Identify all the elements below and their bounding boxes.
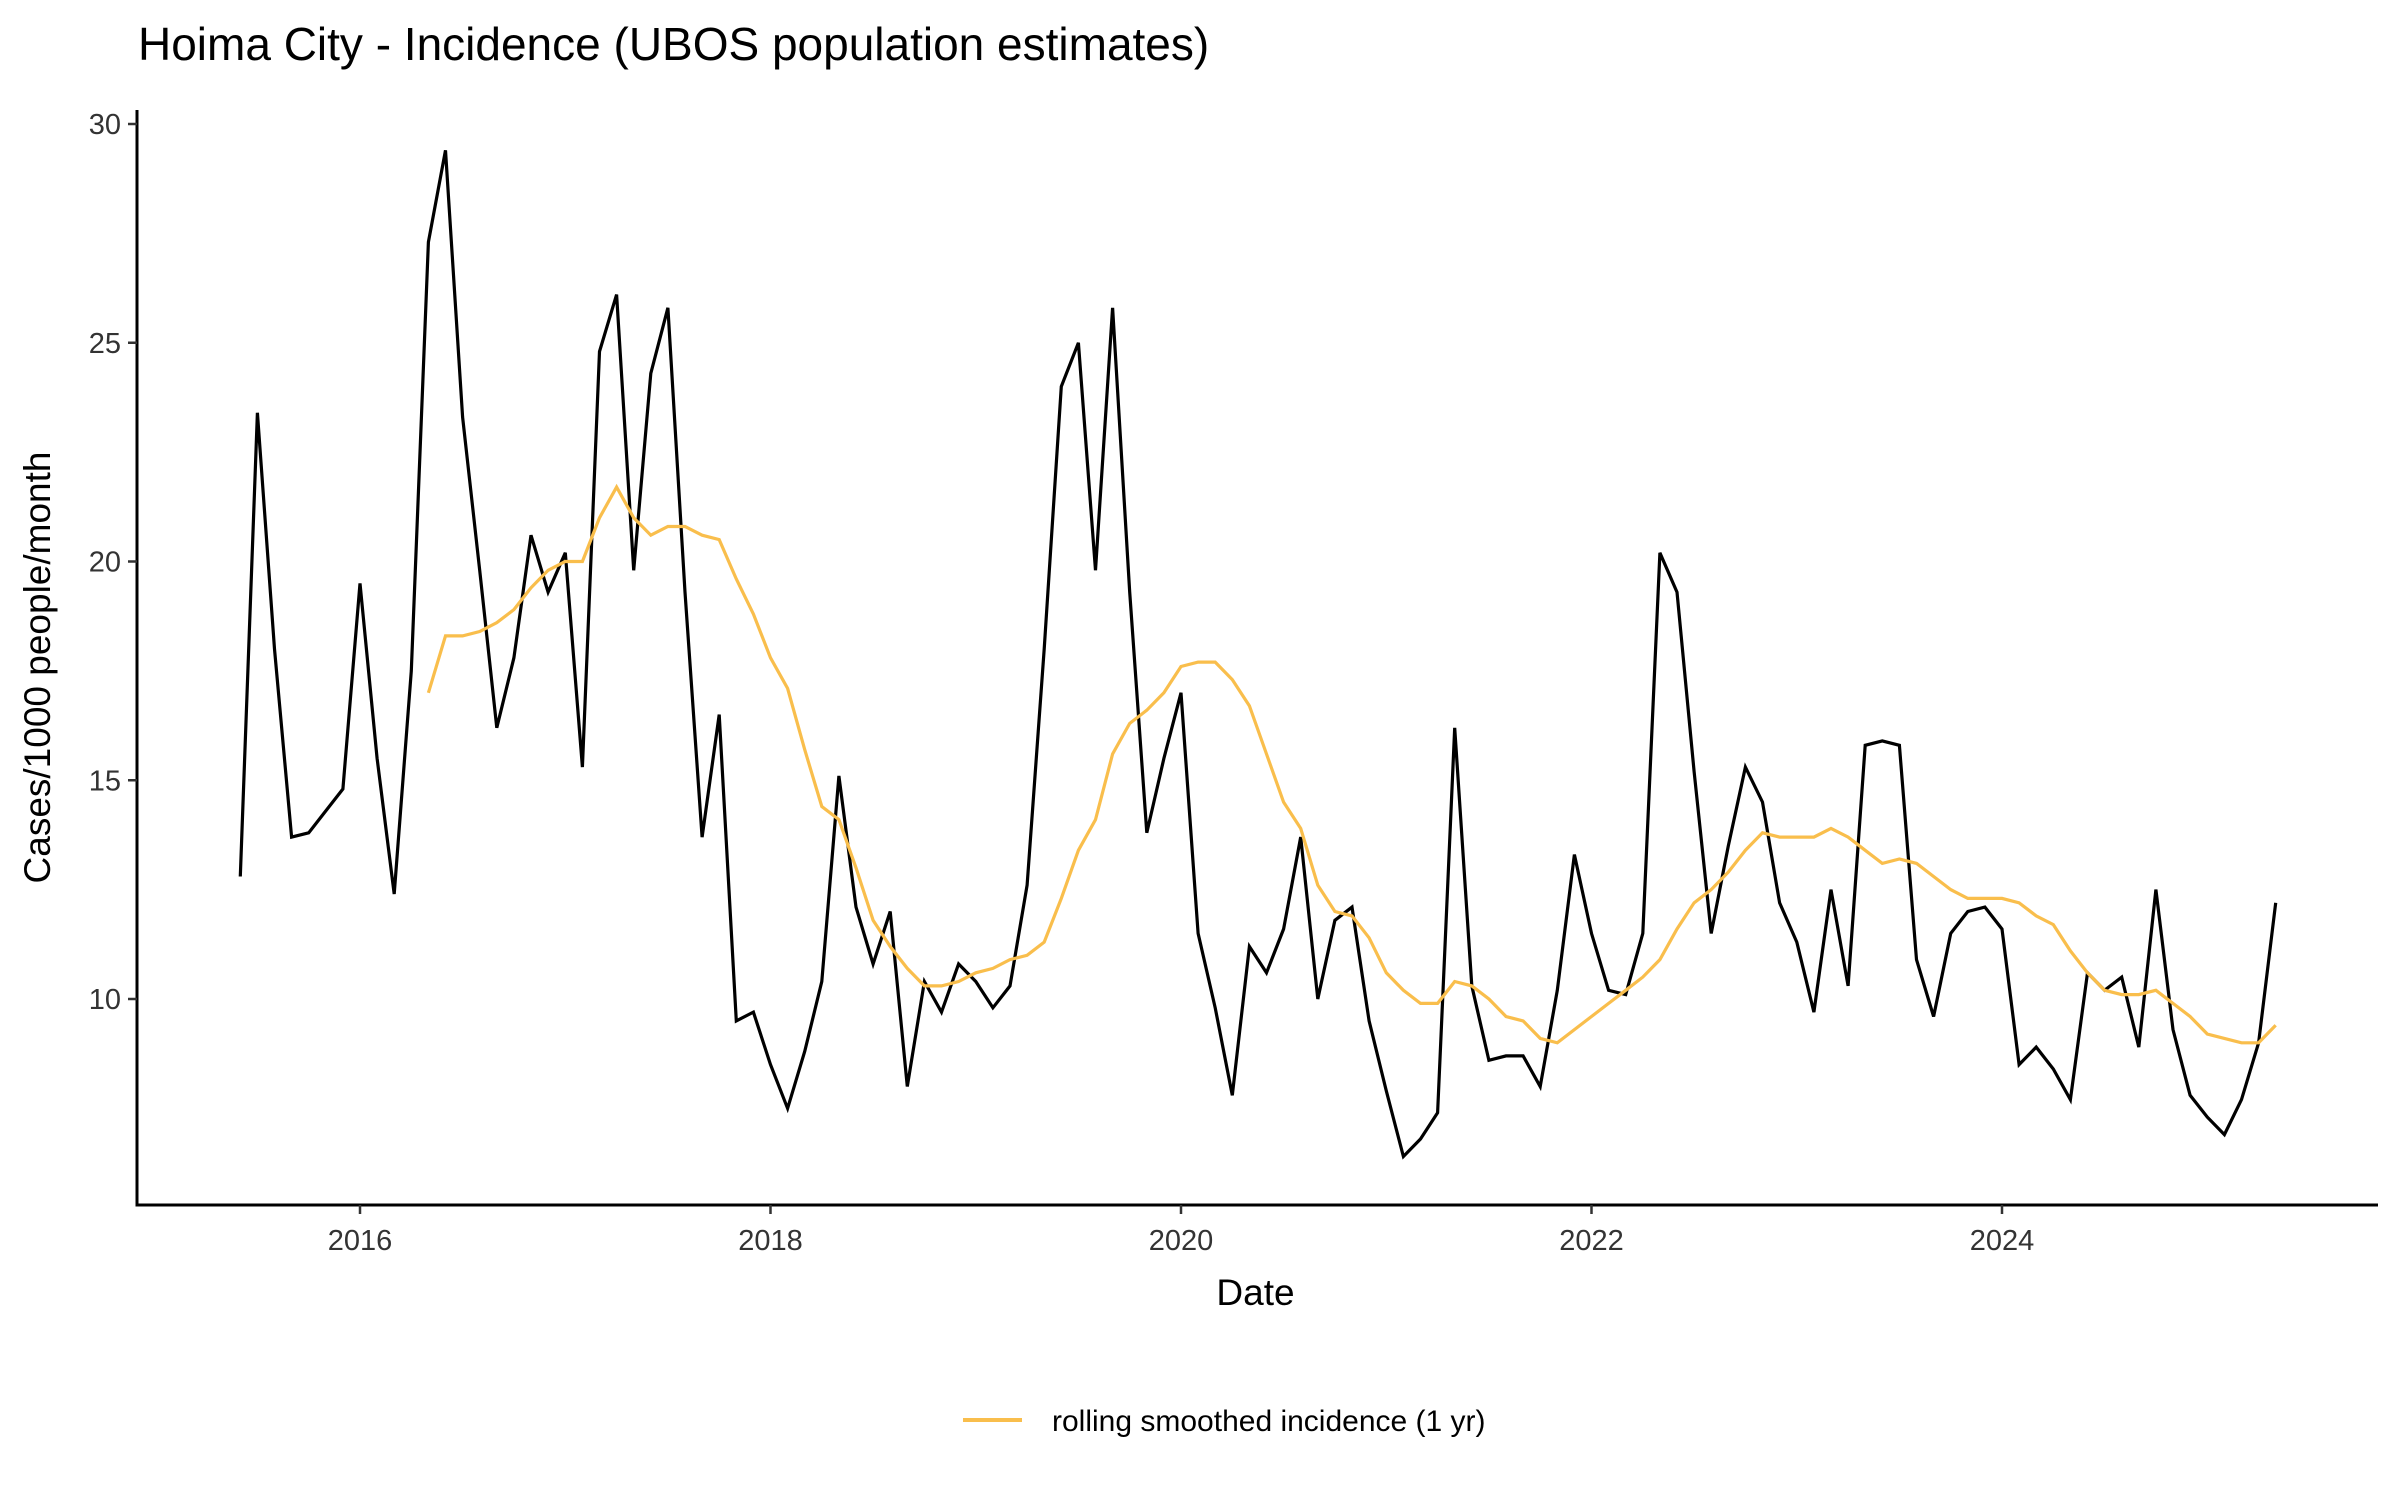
series-line-rolling-incidence [426, 483, 2277, 1045]
x-tick-label: 2018 [738, 1225, 803, 1257]
x-axis-title: Date [1216, 1272, 1294, 1313]
series-line-monthly-incidence [238, 150, 2278, 1160]
y-tick-label: 20 [89, 547, 121, 579]
legend: rolling smoothed incidence (1 yr) [963, 1405, 1486, 1438]
x-tick-label: 2020 [1149, 1225, 1214, 1257]
x-tick-label: 2024 [1970, 1225, 2035, 1257]
y-tick-label: 25 [89, 328, 121, 360]
y-tick-label: 15 [89, 765, 121, 797]
legend-label-rolling: rolling smoothed incidence (1 yr) [1052, 1405, 1486, 1438]
y-tick-label: 30 [89, 109, 121, 141]
chart-title: Hoima City - Incidence (UBOS population … [138, 18, 1209, 70]
plot-area [238, 150, 2278, 1160]
y-axis-ticks: 10 15 20 25 30 [89, 109, 137, 1016]
x-axis-ticks: 2016 2018 2020 2022 2024 [328, 1205, 2035, 1257]
x-tick-label: 2022 [1559, 1225, 1624, 1257]
y-axis-title: Cases/1000 people/month [17, 452, 58, 884]
x-tick-label: 2016 [328, 1225, 393, 1257]
y-tick-label: 10 [89, 984, 121, 1016]
